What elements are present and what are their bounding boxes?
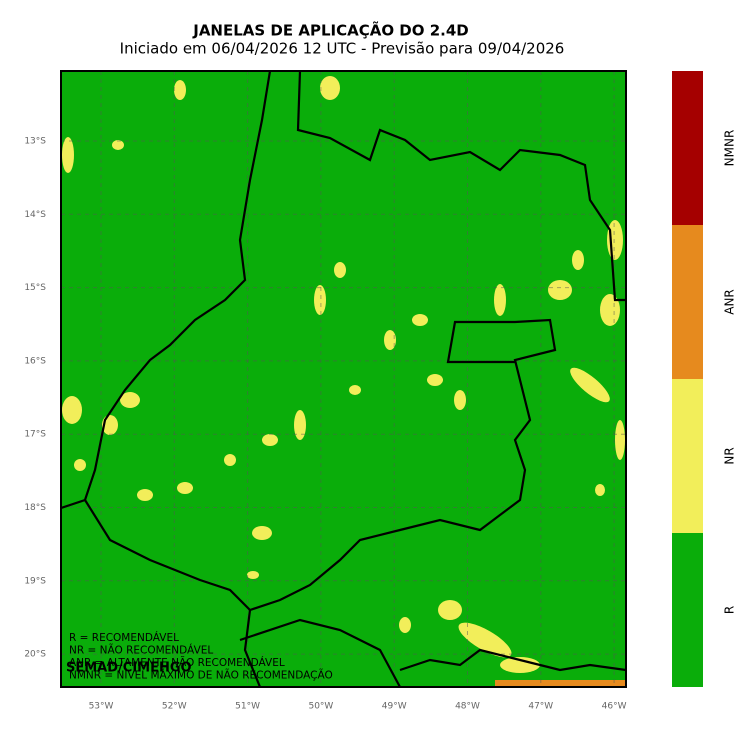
lon-label: 51°W: [235, 702, 260, 712]
nr-area: [570, 367, 610, 403]
nr-area: [62, 396, 82, 424]
credit: SEMAD/CIMEHGO: [66, 661, 192, 676]
nr-area: [438, 600, 462, 620]
nr-area: [384, 330, 396, 350]
lat-label: 19°S: [24, 576, 46, 586]
nr-area: [600, 294, 620, 326]
lon-label: 49°W: [382, 702, 407, 712]
nr-area: [174, 80, 186, 100]
lat-label: 16°S: [24, 356, 46, 366]
nr-area: [548, 280, 572, 300]
state-border: [61, 71, 272, 510]
colorbar-segment: [672, 71, 703, 225]
nr-area: [572, 250, 584, 270]
lat-label: 13°S: [24, 137, 46, 147]
colorbar-segment: [672, 533, 703, 687]
nr-area: [62, 137, 74, 173]
map-background: [61, 71, 626, 687]
legend-line: ANR = ALTAMENTE NÃO RECOMENDÁVEL: [69, 656, 285, 669]
nr-area: [137, 489, 153, 501]
nr-area: [399, 617, 411, 633]
lon-label: 53°W: [89, 702, 114, 712]
nr-area: [494, 284, 506, 316]
nr-area: [454, 390, 466, 410]
nr-area: [349, 385, 361, 395]
nr-area: [412, 314, 428, 326]
colorbar-segment: [672, 225, 703, 379]
anr-area: [495, 680, 626, 687]
legend-line: NMNR = NÍVEL MÁXIMO DE NÃO RECOMENDAÇÃO: [69, 669, 333, 682]
map: [61, 71, 626, 687]
nr-area: [262, 434, 278, 446]
nr-area: [252, 526, 272, 540]
nr-area: [177, 482, 193, 494]
colorbar-label: NR: [723, 447, 737, 464]
nr-area: [74, 459, 86, 471]
legend-line: R = RECOMENDÁVEL: [69, 631, 179, 644]
colorbar-label: ANR: [723, 289, 737, 315]
nr-area: [595, 484, 605, 496]
map-frame: [60, 70, 627, 688]
nr-area: [112, 140, 124, 150]
lat-label: 14°S: [24, 210, 46, 220]
lon-label: 52°W: [162, 702, 187, 712]
lat-label: 17°S: [24, 430, 46, 440]
state-border: [84, 318, 557, 612]
nr-area: [500, 657, 540, 673]
borders: [61, 71, 626, 687]
state-border: [239, 609, 626, 687]
colorbar: NMNR ANR NR R: [672, 71, 737, 687]
colorbar-segment: [672, 379, 703, 533]
nr-area: [334, 262, 346, 278]
nr-area: [607, 220, 623, 260]
nr-area: [427, 374, 443, 386]
legend-line: NR = NÃO RECOMENDÁVEL: [69, 644, 213, 657]
lon-label: 47°W: [528, 702, 553, 712]
lon-label: 50°W: [308, 702, 333, 712]
lon-label: 48°W: [455, 702, 480, 712]
grid: [61, 71, 626, 687]
lat-label: 15°S: [24, 283, 46, 293]
colorbar-label: NMNR: [723, 130, 737, 167]
colorbar-label: R: [723, 606, 737, 614]
nr-area: [294, 410, 306, 440]
nr-area: [247, 571, 259, 579]
nr-area: [224, 454, 236, 466]
nr-area: [120, 392, 140, 408]
lat-label: 20°S: [24, 650, 46, 660]
title: JANELAS DE APLICAÇÃO DO 2.4D: [192, 21, 469, 40]
nr-areas: [62, 76, 625, 673]
subtitle: Iniciado em 06/04/2026 12 UTC - Previsão…: [120, 40, 565, 58]
nr-area: [314, 285, 326, 315]
lat-label: 18°S: [24, 503, 46, 513]
lon-label: 46°W: [602, 702, 627, 712]
nr-area: [458, 622, 512, 658]
nr-area: [615, 420, 625, 460]
nr-area: [320, 76, 340, 100]
state-border: [296, 71, 626, 302]
